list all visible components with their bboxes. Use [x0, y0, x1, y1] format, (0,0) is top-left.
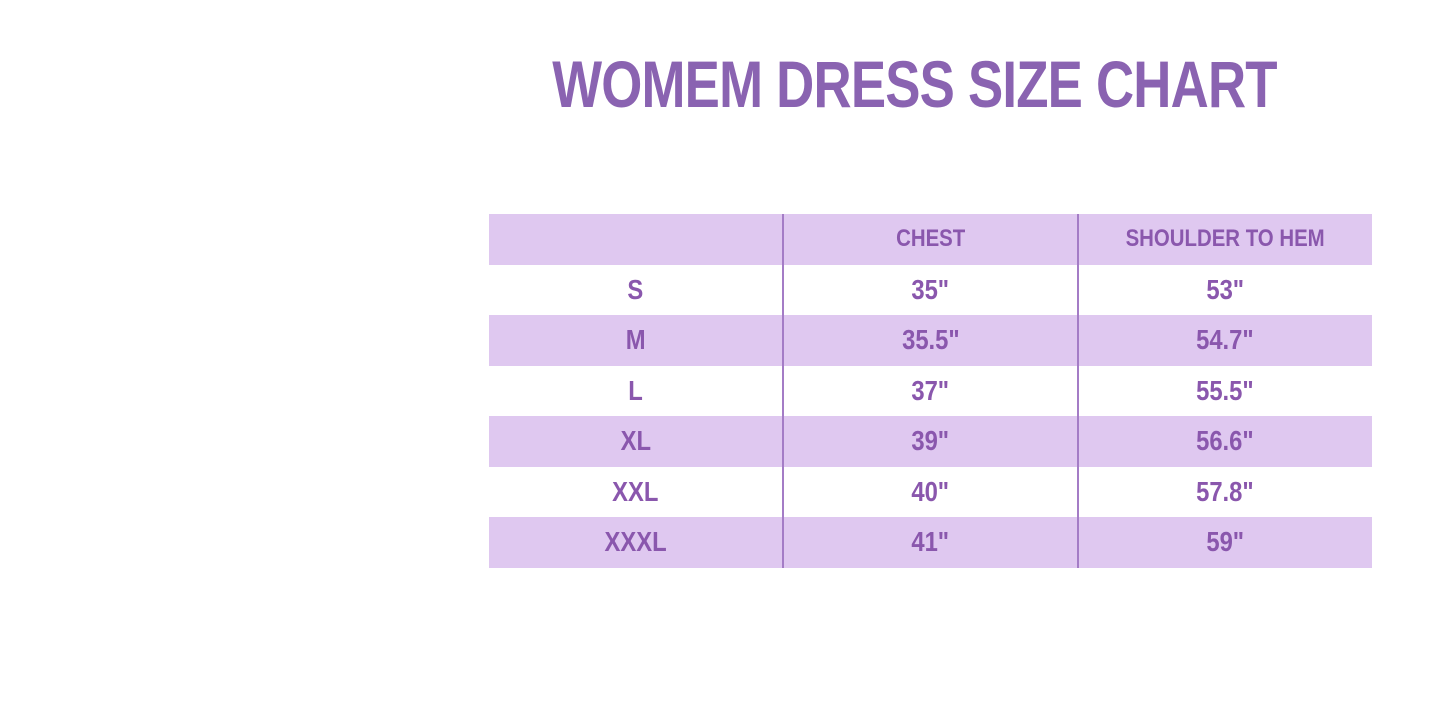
size-value: XL [620, 425, 651, 457]
table-header-row: CHEST SHOULDER TO HEM [489, 214, 1372, 265]
shoulder-to-hem-value: 59" [1206, 526, 1245, 558]
chest-value: 39" [911, 425, 950, 457]
header-label-chest: CHEST [895, 225, 966, 253]
header-cell-chest: CHEST [782, 214, 1078, 265]
size-cell: XL [489, 416, 784, 467]
shoulder-to-hem-value: 53" [1206, 273, 1245, 305]
chest-value: 35" [911, 273, 950, 305]
chest-value: 37" [911, 374, 950, 406]
table-row: S 35" 53" [489, 264, 1372, 315]
table-row: M 35.5" 54.7" [489, 315, 1372, 366]
chest-value: 40" [911, 475, 950, 507]
table-row: XL 39" 56.6" [489, 416, 1372, 467]
shoulder-to-hem-cell: 55.5" [1076, 365, 1372, 416]
size-cell: XXXL [489, 517, 784, 568]
size-cell: S [489, 264, 784, 315]
size-cell: L [489, 365, 784, 416]
size-value: L [628, 374, 643, 406]
size-value: XXXL [604, 526, 667, 558]
header-cell-size [489, 214, 784, 265]
size-value: XXL [612, 475, 659, 507]
shoulder-to-hem-cell: 57.8" [1076, 466, 1372, 517]
size-cell: XXL [489, 466, 784, 517]
header-label-shoulder-to-hem: SHOULDER TO HEM [1125, 225, 1325, 253]
chest-cell: 39" [782, 416, 1078, 467]
table-row: XXXL 41" 59" [489, 517, 1372, 568]
chest-cell: 40" [782, 466, 1078, 517]
shoulder-to-hem-cell: 53" [1076, 264, 1372, 315]
header-cell-shoulder-to-hem: SHOULDER TO HEM [1076, 214, 1372, 265]
size-chart-table: CHEST SHOULDER TO HEM S 35" 53" M 35.5" … [489, 214, 1372, 568]
shoulder-to-hem-value: 57.8" [1196, 475, 1255, 507]
shoulder-to-hem-cell: 59" [1076, 517, 1372, 568]
chest-cell: 41" [782, 517, 1078, 568]
page-title: WOMEM DRESS SIZE CHART [552, 47, 1277, 121]
chest-cell: 35.5" [782, 315, 1078, 366]
chest-value: 41" [911, 526, 950, 558]
chest-cell: 35" [782, 264, 1078, 315]
chest-cell: 37" [782, 365, 1078, 416]
shoulder-to-hem-value: 56.6" [1196, 425, 1255, 457]
table-row: XXL 40" 57.8" [489, 466, 1372, 517]
table-row: L 37" 55.5" [489, 365, 1372, 416]
chest-value: 35.5" [901, 324, 960, 356]
shoulder-to-hem-value: 55.5" [1196, 374, 1255, 406]
shoulder-to-hem-value: 54.7" [1196, 324, 1255, 356]
shoulder-to-hem-cell: 54.7" [1076, 315, 1372, 366]
shoulder-to-hem-cell: 56.6" [1076, 416, 1372, 467]
size-value: S [627, 273, 644, 305]
size-cell: M [489, 315, 784, 366]
size-value: M [625, 324, 646, 356]
